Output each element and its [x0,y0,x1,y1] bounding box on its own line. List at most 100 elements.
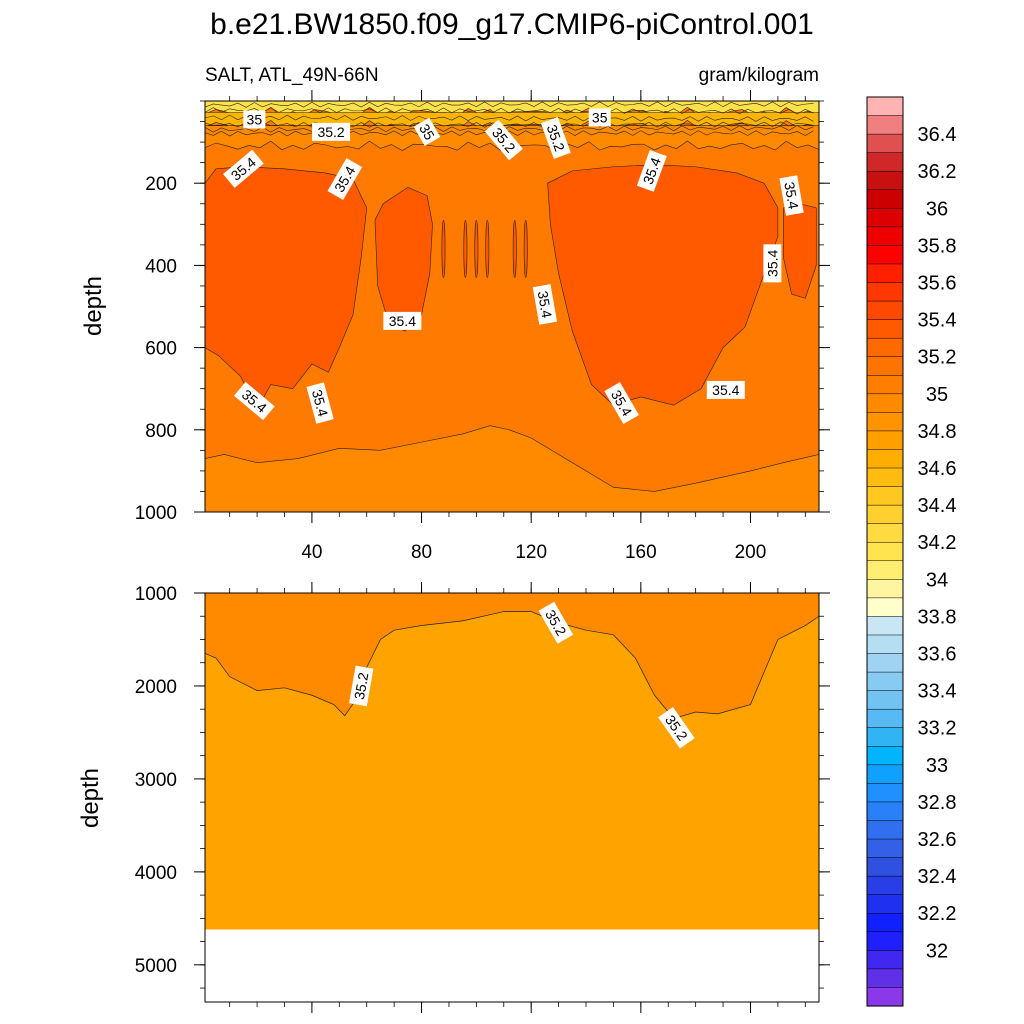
y-tick-label: 400 [145,256,177,277]
colorbar-label: 32 [926,940,948,962]
upper-y-axis-label: depth [80,276,107,336]
colorbar-label: 35.4 [918,310,957,332]
colorbar-swatch [866,115,904,135]
colorbar-swatch [866,820,904,840]
blob-right [547,164,779,406]
colorbar-label: 32.2 [918,903,957,925]
svg-text:35.4: 35.4 [764,250,780,277]
colorbar-swatch [866,708,904,729]
colorbar-swatch [866,875,904,896]
fill-35.2-deep [205,425,819,512]
svg-text:35.4: 35.4 [389,313,416,329]
colorbar-label: 36.2 [918,161,957,183]
colorbar-label: 34.8 [918,421,957,443]
sliver-contour [441,219,446,279]
y-tick-label: 2000 [135,677,177,698]
contour-label: 35.4 [763,244,782,283]
colorbar-swatch [866,857,904,877]
y-tick-label: 1000 [135,503,177,524]
subtitle-left: SALT, ATL_49N-66N [205,65,379,86]
sliver-contour [485,219,490,279]
colorbar-label: 33.4 [918,681,957,703]
colorbar-swatch [866,300,904,321]
colorbar-swatch [866,412,904,432]
y-tick-label: 800 [145,421,177,442]
colorbar-label: 33.6 [918,644,957,666]
contour-label: 35.2 [349,665,374,707]
sliver-contour [474,219,479,279]
colorbar-swatch [866,133,904,154]
surface-contour-line [205,125,814,133]
blob-mid-left [374,186,433,332]
svg-text:35.4: 35.4 [712,382,739,398]
contour-label: 35.4 [383,311,422,330]
colorbar-swatch [866,449,904,469]
surface-contour-line [205,114,814,122]
y-tick-label: 600 [145,339,177,360]
colorbar-label: 33.8 [918,606,957,628]
colorbar-swatch [866,337,904,358]
contour-label: 35.2 [312,122,351,141]
surface-contour-line [205,101,814,108]
colorbar-swatch [866,783,904,803]
contour-label: 35.2 [658,707,695,749]
x-tick-label: 40 [301,542,322,563]
colorbar-label: 35.6 [918,273,957,295]
colorbar-swatch [866,690,904,710]
colorbar-label: 36.4 [918,124,957,146]
colorbar-label: 34 [926,569,948,591]
colorbar-label: 32.6 [918,829,957,851]
y-tick-label: 4000 [135,863,177,884]
panel-frame [204,592,820,1003]
colorbar-swatch [866,486,904,506]
sliver-contour [463,219,468,279]
colorbar-label: 36 [926,198,948,220]
y-tick-label: 1000 [135,584,177,605]
colorbar-swatch [866,319,904,339]
colorbar-swatch [866,616,904,636]
colorbar-swatch [866,597,904,617]
colorbar-swatch [866,931,904,951]
contour-label: 35.4 [532,284,558,325]
colorbar-swatch [866,912,904,933]
colorbar-swatch [866,541,904,562]
colorbar-swatch [866,152,904,172]
x-tick-label: 200 [735,542,767,563]
colorbar-swatch [866,263,904,284]
x-tick-label: 80 [411,542,432,563]
colorbar-swatch [866,746,904,766]
colorbar-label: 34.4 [918,495,957,517]
colorbar-swatch [866,579,904,599]
colorbar-label: 35.2 [918,347,957,369]
colorbar-label: 32.4 [918,866,957,888]
colorbar-swatch [866,764,904,784]
colorbar-swatch [866,838,904,859]
x-tick-label: 120 [515,542,547,563]
colorbar-swatch [866,560,904,580]
blob-far-right [783,203,817,299]
contour-label: 35.4 [706,380,745,399]
contour-label: 35.4 [233,381,275,421]
contour-label: 35 [413,117,441,146]
colorbar-swatch [866,801,904,822]
colorbar-swatch [866,245,904,265]
colorbar-swatch [866,170,904,191]
colorbar-label: 34.6 [918,458,957,480]
svg-text:35.4: 35.4 [781,181,802,211]
svg-text:35: 35 [416,121,438,143]
colorbar-swatch [866,671,904,692]
colorbar-swatch [866,653,904,673]
svg-text:35: 35 [247,111,263,127]
colorbar: 36.4 36.2 36 35.8 35.6 35.4 35.2 35 34.8 34.6 34.4… [866,96,957,1007]
colorbar-swatch [866,634,904,655]
colorbar-swatch [866,894,904,914]
surface-contour-line [205,130,814,137]
colorbar-swatch [866,523,904,543]
colorbar-frame [866,96,904,1007]
y-tick-label: 3000 [135,770,177,791]
svg-text:35.2: 35.2 [317,124,344,140]
svg-text:35.4: 35.4 [309,388,332,419]
colorbar-label: 32.8 [918,792,957,814]
contour-label: 35 [588,108,611,127]
